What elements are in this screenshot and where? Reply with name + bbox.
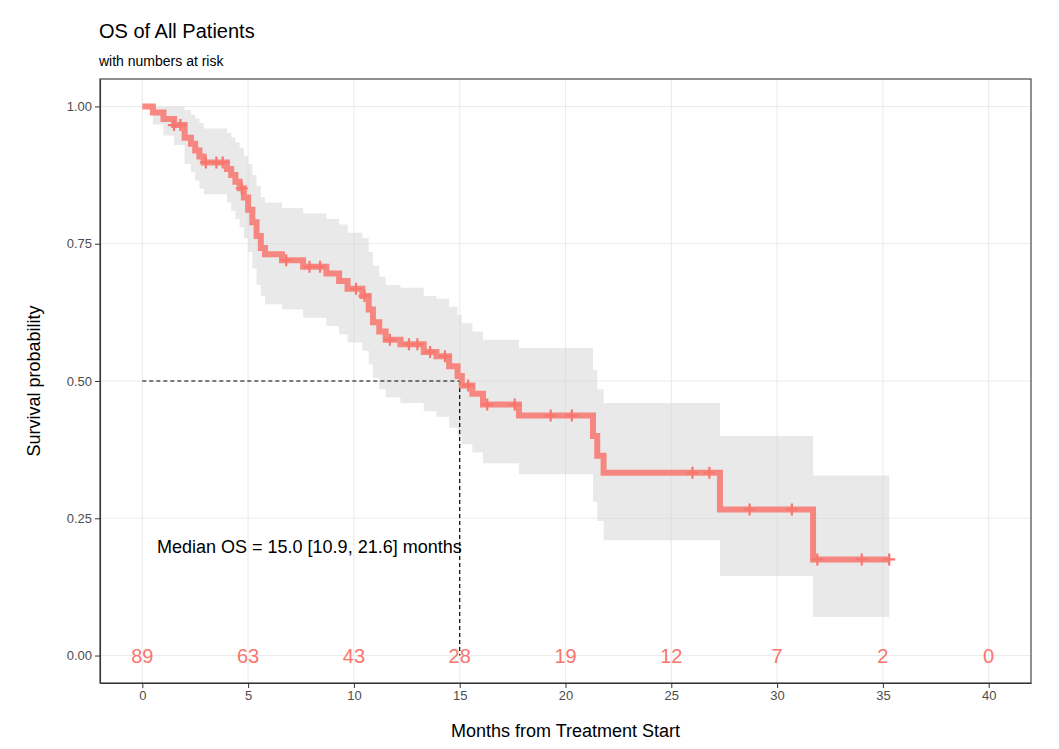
- tick: 0: [139, 683, 146, 703]
- censor-mark: [200, 156, 212, 168]
- tick-mark: [95, 106, 100, 107]
- tick-mark: [95, 656, 100, 657]
- censor-mark: [439, 350, 451, 362]
- tick-mark: [95, 381, 100, 382]
- at-risk-label: 0: [983, 645, 994, 667]
- tick-label: 0.50: [67, 374, 92, 389]
- tick: 25: [665, 683, 679, 703]
- censor-mark: [481, 399, 493, 411]
- confidence-band: [142, 106, 889, 617]
- censor-mark: [786, 503, 798, 515]
- tick-label: 20: [559, 688, 573, 703]
- at-risk-label: 2: [877, 645, 888, 667]
- tick-label: 30: [770, 688, 784, 703]
- at-risk-label: 12: [660, 645, 682, 667]
- tick-mark: [95, 244, 100, 245]
- tick-label: 0.00: [67, 648, 92, 663]
- censor-mark: [358, 290, 370, 302]
- censor-mark: [350, 283, 362, 295]
- tick-mark: [95, 518, 100, 519]
- censor-mark: [303, 261, 315, 273]
- censor-mark: [462, 379, 474, 391]
- at-risk-label: 28: [449, 645, 471, 667]
- censor-mark: [509, 399, 521, 411]
- annotation: Median OS = 15.0 [10.9, 21.6] months: [157, 537, 462, 557]
- censor-mark: [744, 503, 756, 515]
- grid-line: [100, 518, 1031, 519]
- censor-mark: [236, 182, 248, 194]
- tick: 20: [559, 683, 573, 703]
- censor-mark: [280, 254, 292, 266]
- censor-mark: [384, 334, 396, 346]
- panel-border: [100, 79, 1031, 683]
- tick: 10: [347, 683, 361, 703]
- tick-label: 35: [876, 688, 890, 703]
- tick-label: 15: [453, 688, 467, 703]
- censor-mark: [703, 467, 715, 479]
- x-axis-title: Months from Treatment Start: [451, 721, 680, 741]
- censor-mark: [686, 467, 698, 479]
- tick-label: 25: [665, 688, 679, 703]
- at-risk-label: 7: [772, 645, 783, 667]
- censor-mark: [856, 553, 868, 565]
- median-line: [142, 380, 459, 381]
- median-line: [459, 381, 460, 656]
- censor-mark: [217, 156, 229, 168]
- title: OS of All Patients: [99, 20, 255, 42]
- panel: [100, 79, 1031, 683]
- tick: 15: [453, 683, 467, 703]
- x-axis: 0 5 10 15 20 25 30 35 40: [101, 683, 1032, 703]
- tick-label: 0.75: [67, 236, 92, 251]
- censor-mark: [314, 261, 326, 273]
- censor-mark: [883, 553, 895, 565]
- tick-label: 10: [347, 688, 361, 703]
- tick-label: 1.00: [67, 99, 92, 114]
- tick: 0.50: [67, 374, 100, 389]
- tick: 0.25: [67, 511, 100, 526]
- at-risk-label: 43: [343, 645, 365, 667]
- tick-label: 0: [139, 688, 146, 703]
- grid-line: [100, 243, 1031, 244]
- survival-line: [142, 106, 889, 559]
- at-risk: 89 63 43 28 19 12 7 2 0: [131, 645, 994, 667]
- censor-mark: [174, 119, 186, 131]
- chart: 05101520253035400.000.250.500.751.008963…: [0, 0, 1059, 749]
- censor-mark: [566, 410, 578, 422]
- censor-mark: [411, 338, 423, 350]
- tick: 0.00: [67, 648, 100, 663]
- tick-label: 5: [245, 688, 252, 703]
- tick: 30: [770, 683, 784, 703]
- y-axis-title: Survival probability: [24, 305, 44, 456]
- tick: 1.00: [67, 99, 100, 114]
- grid-line: [100, 106, 1031, 107]
- tick: 5: [245, 683, 252, 703]
- at-risk-label: 89: [131, 645, 153, 667]
- at-risk-label: 63: [237, 645, 259, 667]
- tick: 35: [876, 683, 890, 703]
- at-risk-label: 19: [554, 645, 576, 667]
- censor-mark: [545, 410, 557, 422]
- subtitle: with numbers at risk: [98, 53, 224, 69]
- plot-area: [142, 106, 895, 655]
- tick-label: 40: [982, 688, 996, 703]
- tick: 40: [982, 683, 996, 703]
- tick-label: 0.25: [67, 511, 92, 526]
- grid: [100, 79, 1031, 683]
- tick: 0.75: [67, 236, 100, 251]
- censor-mark: [811, 553, 823, 565]
- censor-mark: [424, 346, 436, 358]
- y-axis: 0.00 0.25 0.50 0.75 1.00: [67, 80, 101, 684]
